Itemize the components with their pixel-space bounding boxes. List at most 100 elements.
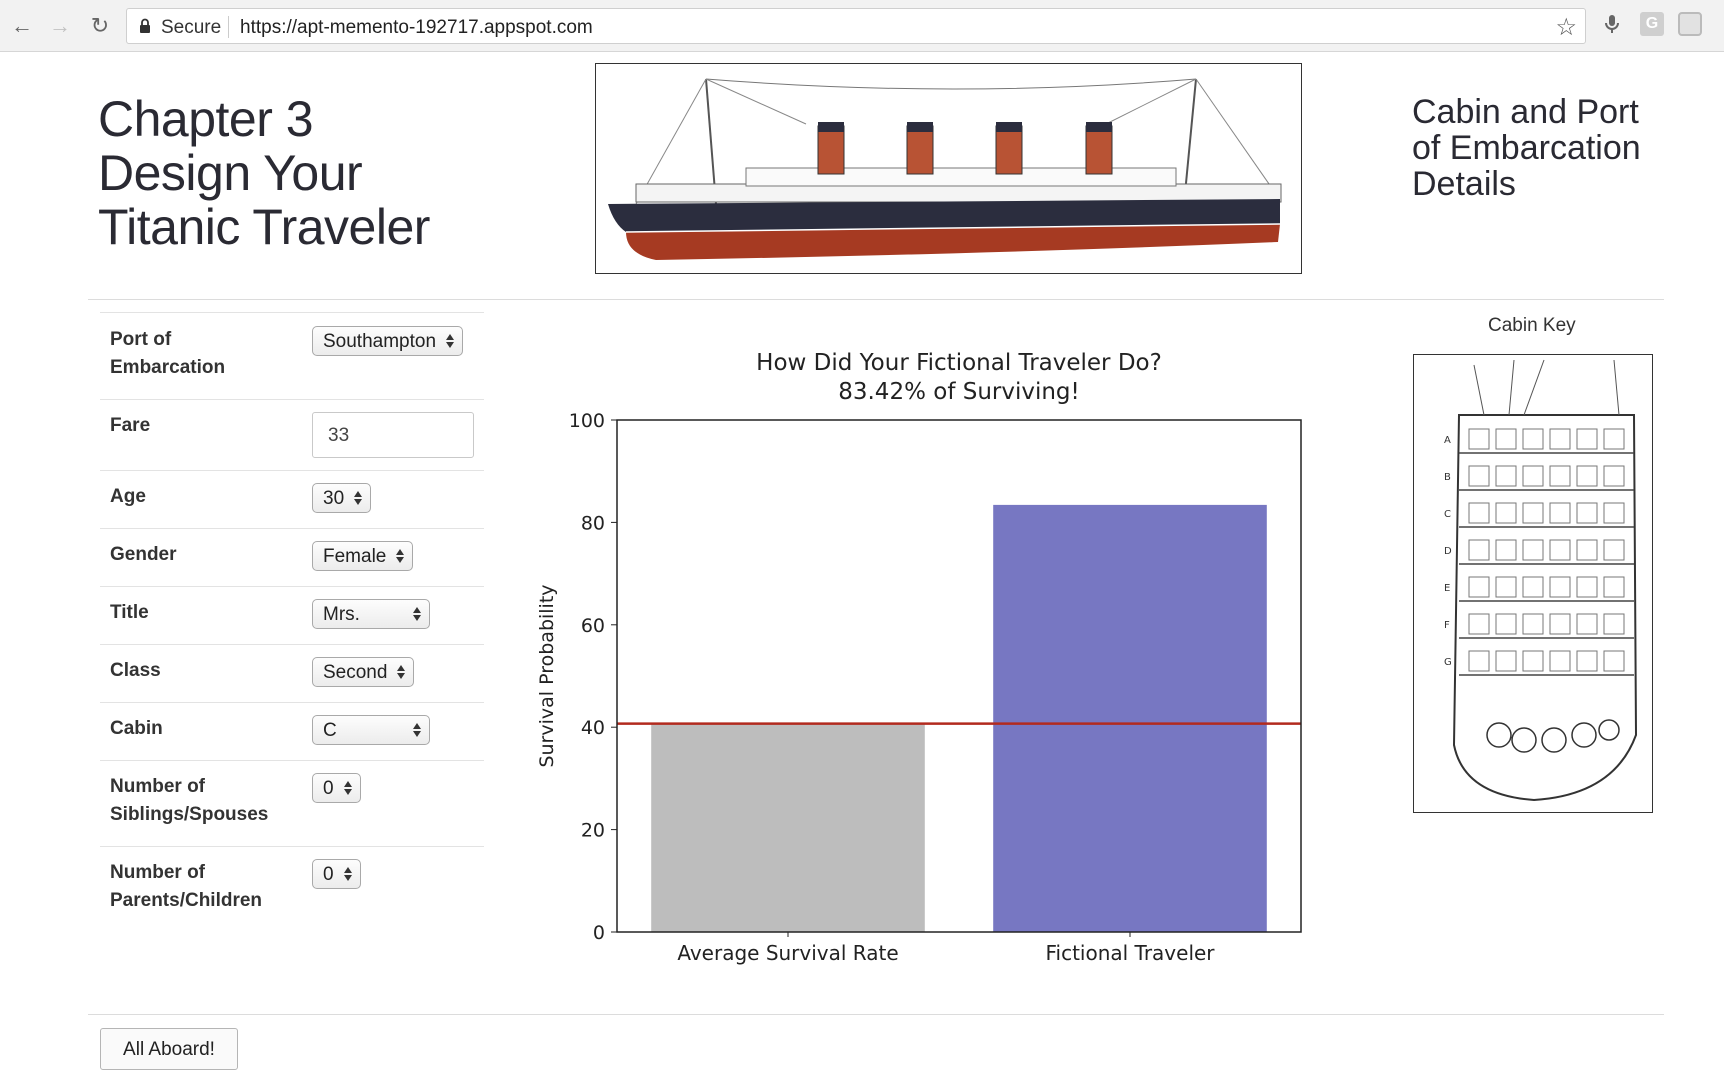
cabin-label: Cabin [110, 718, 163, 739]
select-arrows-icon [397, 665, 406, 679]
deck-letter-g: G [1444, 657, 1452, 668]
bookmark-star-icon[interactable]: ☆ [1555, 14, 1577, 41]
cabin-select[interactable]: C [312, 715, 430, 745]
port-select[interactable]: Southampton [312, 326, 464, 356]
cabin-room [1549, 539, 1571, 561]
section-heading-line-3: Details [1412, 165, 1516, 203]
cabin-room [1522, 428, 1544, 450]
cabin-room [1468, 465, 1490, 487]
deck-letter-b: B [1444, 472, 1451, 483]
cabin-room [1549, 576, 1571, 598]
survival-chart: How Did Your Fictional Traveler Do? 83.42… [536, 350, 1302, 965]
section-heading-line-1: Cabin and Port [1412, 93, 1639, 131]
section-heading-line-2: of Embarcation [1412, 129, 1641, 167]
divider-top [88, 299, 1664, 300]
cabin-room [1495, 465, 1517, 487]
cabin-room [1468, 650, 1490, 672]
stepper-arrows-icon [354, 491, 363, 505]
address-bar[interactable]: Secure https://apt-memento-192717.appspo… [126, 8, 1586, 44]
chart-title: How Did Your Fictional Traveler Do? [756, 350, 1162, 376]
traveler-form: Port of Embarcation Southampton Fare 33 A… [100, 312, 484, 926]
form-row-parents: Number of Parents/Children 0 [100, 846, 484, 926]
form-row-class: Class Second [100, 644, 484, 702]
cabin-room [1603, 650, 1625, 672]
deck-letter-c: C [1444, 509, 1451, 520]
cabin-key-label: Cabin Key [1488, 315, 1576, 336]
parents-label: Number of Parents/Children [110, 862, 263, 911]
cabin-room [1576, 502, 1598, 524]
class-select[interactable]: Second [312, 657, 415, 687]
cabin-room [1549, 428, 1571, 450]
fare-label: Fare [110, 415, 151, 436]
y-tick-label: 60 [581, 615, 605, 637]
cabin-key-diagram: A B C D E F G [1413, 354, 1653, 813]
cabin-room [1603, 613, 1625, 635]
port-label: Port of Embarcation [110, 329, 226, 378]
page-title: Chapter 3 Design Your Titanic Traveler [98, 92, 538, 254]
titanic-ship-drawing [608, 78, 1282, 260]
title-line-1: Chapter 3 [98, 91, 314, 147]
cabin-room [1468, 576, 1490, 598]
titanic-illustration [595, 63, 1302, 274]
reload-icon[interactable]: ↻ [90, 13, 110, 38]
forward-arrow-icon[interactable]: → [49, 13, 71, 38]
cabin-room [1468, 613, 1490, 635]
y-axis-label: Survival Probability [536, 584, 558, 767]
extension-icon[interactable] [1678, 12, 1702, 36]
cabin-room [1495, 613, 1517, 635]
form-row-siblings: Number of Siblings/Spouses 0 [100, 760, 484, 846]
y-tick-label: 100 [569, 410, 605, 432]
fare-input[interactable]: 33 [312, 412, 474, 458]
divider-bottom [88, 1014, 1664, 1015]
x-tick-label: Fictional Traveler [1045, 941, 1215, 965]
y-tick-label: 20 [581, 820, 605, 842]
cabin-room [1495, 502, 1517, 524]
ship-cross-section-drawing: A B C D E F G [1444, 359, 1638, 802]
secure-label: Secure [161, 17, 222, 38]
stepper-arrows-icon [343, 867, 352, 881]
siblings-stepper[interactable]: 0 [312, 773, 361, 803]
cabin-room [1495, 428, 1517, 450]
url-divider [228, 16, 229, 38]
title-select[interactable]: Mrs. [312, 599, 430, 629]
url-text[interactable]: https://apt-memento-192717.appspot.com [240, 17, 593, 38]
microphone-icon[interactable] [1600, 12, 1624, 36]
cabin-room [1468, 502, 1490, 524]
deck-letter-a: A [1444, 435, 1451, 446]
x-tick-label: Average Survival Rate [677, 941, 898, 965]
g-extension-icon[interactable]: G [1640, 12, 1664, 36]
form-row-port: Port of Embarcation Southampton [100, 312, 484, 399]
y-tick-label: 40 [581, 717, 605, 739]
age-stepper[interactable]: 30 [312, 483, 372, 513]
cabin-room [1549, 650, 1571, 672]
deck-letter-f: F [1444, 620, 1450, 631]
cabin-room [1522, 613, 1544, 635]
funnels [817, 122, 1113, 175]
title-label: Title [110, 602, 149, 623]
boilers [1486, 719, 1620, 753]
cabin-room [1603, 539, 1625, 561]
select-arrows-icon [446, 334, 455, 348]
plot-frame [616, 419, 1302, 933]
cabin-room [1468, 539, 1490, 561]
cabin-room [1576, 650, 1598, 672]
gender-select[interactable]: Female [312, 541, 414, 571]
deck-letter-e: E [1444, 583, 1450, 594]
cabin-room [1603, 502, 1625, 524]
form-row-cabin: Cabin C [100, 702, 484, 760]
cabin-room [1522, 576, 1544, 598]
cabin-room [1603, 576, 1625, 598]
cabin-room [1603, 428, 1625, 450]
parents-stepper[interactable]: 0 [312, 859, 361, 889]
cabin-room [1576, 428, 1598, 450]
cabin-room [1495, 539, 1517, 561]
all-aboard-button[interactable]: All Aboard! [100, 1028, 238, 1070]
section-heading: Cabin and Port of Embarcation Details [1412, 94, 1712, 202]
form-row-gender: Gender Female [100, 528, 484, 586]
back-arrow-icon[interactable]: ← [11, 13, 33, 38]
form-row-fare: Fare 33 [100, 399, 484, 470]
lock-icon [140, 18, 150, 33]
cabin-room [1468, 428, 1490, 450]
select-arrows-icon [396, 549, 405, 563]
cabin-room [1495, 650, 1517, 672]
